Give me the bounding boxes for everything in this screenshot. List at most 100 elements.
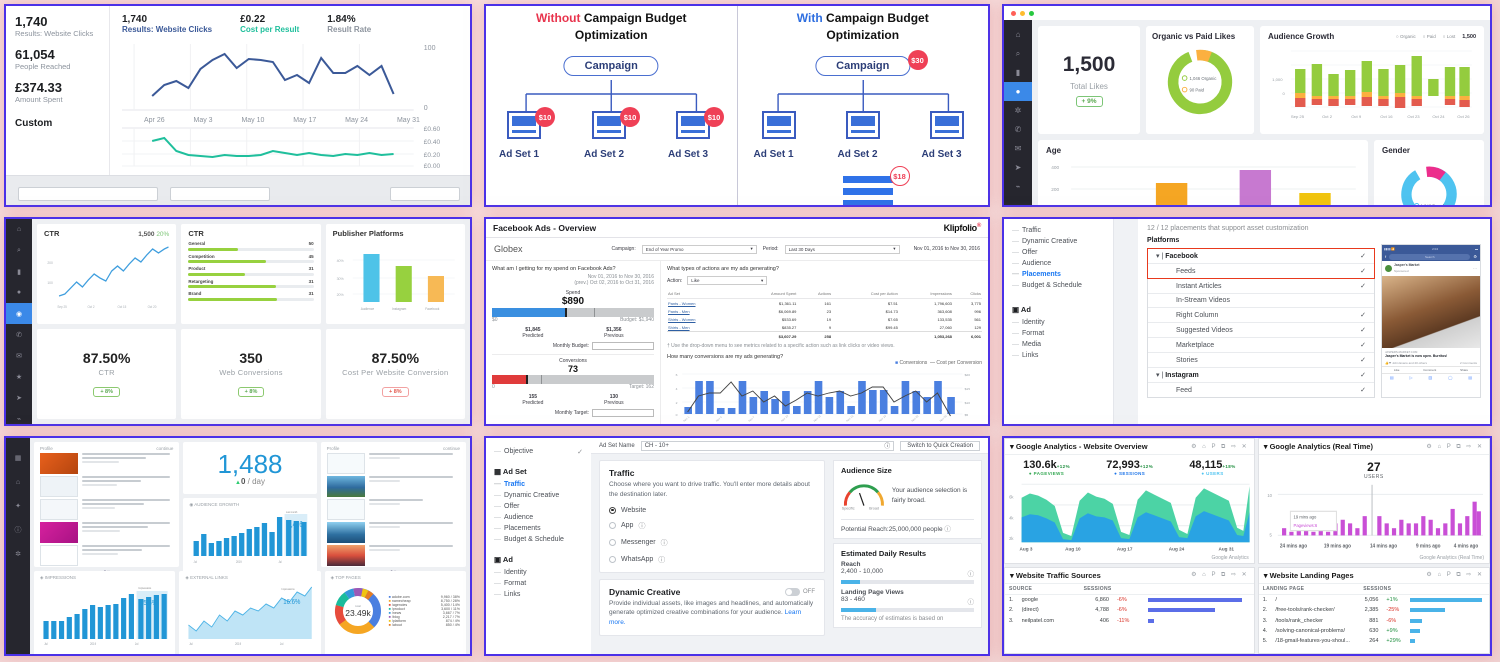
- ad-set-link[interactable]: Pants - Women: [668, 300, 696, 306]
- action-select[interactable]: Like ▾: [687, 276, 768, 285]
- widget-icons[interactable]: ⚙ ⌂ P ⧉ ⇨ ✕: [1191, 572, 1249, 579]
- collapse-icon[interactable]: ▾: [1010, 570, 1014, 580]
- radio-messenger[interactable]: Messenger ⓘ: [609, 538, 815, 548]
- list-item[interactable]: [326, 499, 460, 520]
- nav-format[interactable]: Format: [1012, 328, 1105, 339]
- send-icon[interactable]: ➤: [16, 394, 22, 402]
- phone-icon[interactable]: ✆: [16, 331, 22, 339]
- dynamic-creative-toggle[interactable]: OFF: [785, 587, 815, 596]
- person-icon[interactable]: ⌁: [16, 415, 22, 423]
- ad-set-link[interactable]: Pants - Men: [668, 308, 690, 314]
- radio-icon[interactable]: [609, 539, 616, 546]
- gear-icon[interactable]: ✲: [1014, 106, 1022, 115]
- like-button[interactable]: Like: [1393, 368, 1400, 372]
- notifications-icon[interactable]: ◯: [1447, 375, 1453, 380]
- share-button[interactable]: Share: [1460, 368, 1469, 372]
- kpi-label[interactable]: Result Rate: [327, 25, 372, 34]
- nav-links[interactable]: Links: [1012, 350, 1105, 361]
- search-icon[interactable]: ⌕: [1015, 48, 1021, 58]
- ad-set-name-input[interactable]: CH - 10+ ⓘ: [640, 440, 895, 451]
- nav-dynamic-creative[interactable]: Dynamic Creative: [1012, 236, 1105, 247]
- marketplace-icon[interactable]: ▥: [1428, 375, 1433, 380]
- gear-icon[interactable]: ✲: [15, 551, 21, 558]
- video-icon[interactable]: ▷: [1409, 375, 1413, 380]
- close-icon[interactable]: [1011, 10, 1016, 16]
- campaign-node[interactable]: Campaign: [815, 56, 911, 76]
- nav-media[interactable]: Media: [1012, 339, 1105, 350]
- preview-search-input[interactable]: Search: [1389, 253, 1471, 260]
- home-icon[interactable]: ⌂: [1015, 30, 1021, 39]
- chevron-down-icon[interactable]: ▾: [1156, 372, 1160, 379]
- kpi-label[interactable]: Results: Website Clicks: [122, 25, 213, 34]
- radio-whatsapp[interactable]: WhatsApp ⓘ: [609, 555, 815, 565]
- nav-identity[interactable]: Identity: [494, 567, 583, 578]
- home-icon[interactable]: ⌂: [16, 226, 22, 233]
- collapse-icon[interactable]: ▾: [1263, 442, 1268, 451]
- radio-icon[interactable]: [609, 556, 616, 563]
- chart-icon[interactable]: ▮: [17, 268, 21, 276]
- comment-button[interactable]: Comment: [1423, 368, 1437, 372]
- send-icon[interactable]: ➤: [1014, 163, 1022, 172]
- check-icon[interactable]: ✓: [1360, 312, 1366, 319]
- check-icon[interactable]: ✓: [1360, 253, 1366, 260]
- check-icon[interactable]: ✓: [1360, 268, 1366, 275]
- campaign-node[interactable]: Campaign: [563, 56, 659, 76]
- collapse-icon[interactable]: ▾: [1010, 442, 1014, 451]
- radio-website[interactable]: Website: [609, 506, 815, 514]
- kpi-label[interactable]: Cost per Result: [240, 25, 300, 34]
- campaign-select[interactable]: End of Year Promo ▾: [641, 244, 757, 254]
- list-item[interactable]: [40, 545, 173, 566]
- nav-budget-schedule[interactable]: Budget & Schedule: [1012, 280, 1105, 291]
- widget-icons[interactable]: ⚙ ⌂ P ⧉ ⇨ ✕: [1426, 572, 1484, 579]
- list-item[interactable]: [326, 476, 460, 497]
- menu-icon[interactable]: ▤: [1468, 375, 1473, 380]
- mail-icon[interactable]: ✉: [16, 352, 22, 360]
- chevron-down-icon[interactable]: ▾: [1156, 253, 1160, 260]
- list-item[interactable]: [40, 499, 173, 520]
- placement-suggested-videos[interactable]: Suggested Videos ✓: [1148, 323, 1374, 338]
- check-icon[interactable]: ✓: [1360, 327, 1366, 334]
- monthly-target-field[interactable]: Monthly Target:: [492, 409, 654, 417]
- more-icon[interactable]: ···: [1473, 266, 1477, 271]
- info-icon[interactable]: ⓘ: [14, 527, 22, 534]
- check-icon[interactable]: ✓: [1360, 342, 1366, 349]
- grid-icon[interactable]: ▦: [14, 455, 22, 462]
- learn-more-link[interactable]: Learn more.: [609, 609, 802, 626]
- newsfeed-icon[interactable]: ▤: [1389, 375, 1394, 380]
- star-icon[interactable]: ★: [15, 373, 23, 381]
- placement-instagram-feed[interactable]: Feed ✓: [1176, 386, 1366, 395]
- list-item[interactable]: [40, 476, 173, 497]
- placement-stories[interactable]: Stories ✓: [1148, 353, 1374, 368]
- widget-icons[interactable]: ⚙ ⌂ P ⧉ ⇨ ✕: [1426, 443, 1484, 450]
- radio-icon[interactable]: [609, 522, 616, 529]
- nav-dynamic-creative[interactable]: Dynamic Creative: [494, 490, 583, 501]
- period-select[interactable]: Last 30 Days ▾: [784, 244, 900, 254]
- ad-set-link[interactable]: Shirts - Men: [668, 324, 690, 330]
- nav-traffic[interactable]: Traffic: [1012, 225, 1105, 236]
- platform-instagram[interactable]: ▾ | Instagram ✓: [1148, 368, 1374, 383]
- nav-links[interactable]: Links: [494, 589, 583, 600]
- chat-icon[interactable]: ●: [16, 289, 22, 296]
- check-icon[interactable]: ✓: [1360, 283, 1366, 290]
- search-icon[interactable]: ⌕: [17, 246, 21, 254]
- mail-icon[interactable]: ✉: [1014, 144, 1022, 153]
- placement-instant-articles[interactable]: Instant Articles ✓: [1148, 279, 1374, 294]
- toolbar-field-2[interactable]: [170, 187, 270, 201]
- chart-icon[interactable]: ▮: [1015, 68, 1021, 77]
- nav-offer[interactable]: Offer: [1012, 247, 1105, 258]
- pagination-dots[interactable]: ● ○: [327, 568, 460, 573]
- placement-marketplace[interactable]: Marketplace ✓: [1148, 338, 1374, 353]
- list-item[interactable]: [40, 453, 173, 474]
- platform-facebook[interactable]: ▾ | Facebook ✓: [1148, 249, 1374, 264]
- check-icon[interactable]: ✓: [1360, 372, 1366, 379]
- maximize-icon[interactable]: [1029, 10, 1034, 16]
- check-icon[interactable]: ✓: [1360, 387, 1366, 394]
- list-item[interactable]: [326, 522, 460, 543]
- nav-identity[interactable]: Identity: [1012, 317, 1105, 328]
- nav-audience[interactable]: Audience: [494, 512, 583, 523]
- minimize-icon[interactable]: [1020, 10, 1025, 16]
- widget-icons[interactable]: ⚙ ⌂ P ⧉ ⇨ ✕: [1191, 443, 1249, 450]
- nav-placements[interactable]: Placements: [1012, 269, 1105, 280]
- placement-right-column[interactable]: Right Column ✓: [1148, 308, 1374, 323]
- toolbar-field-1[interactable]: [18, 187, 158, 201]
